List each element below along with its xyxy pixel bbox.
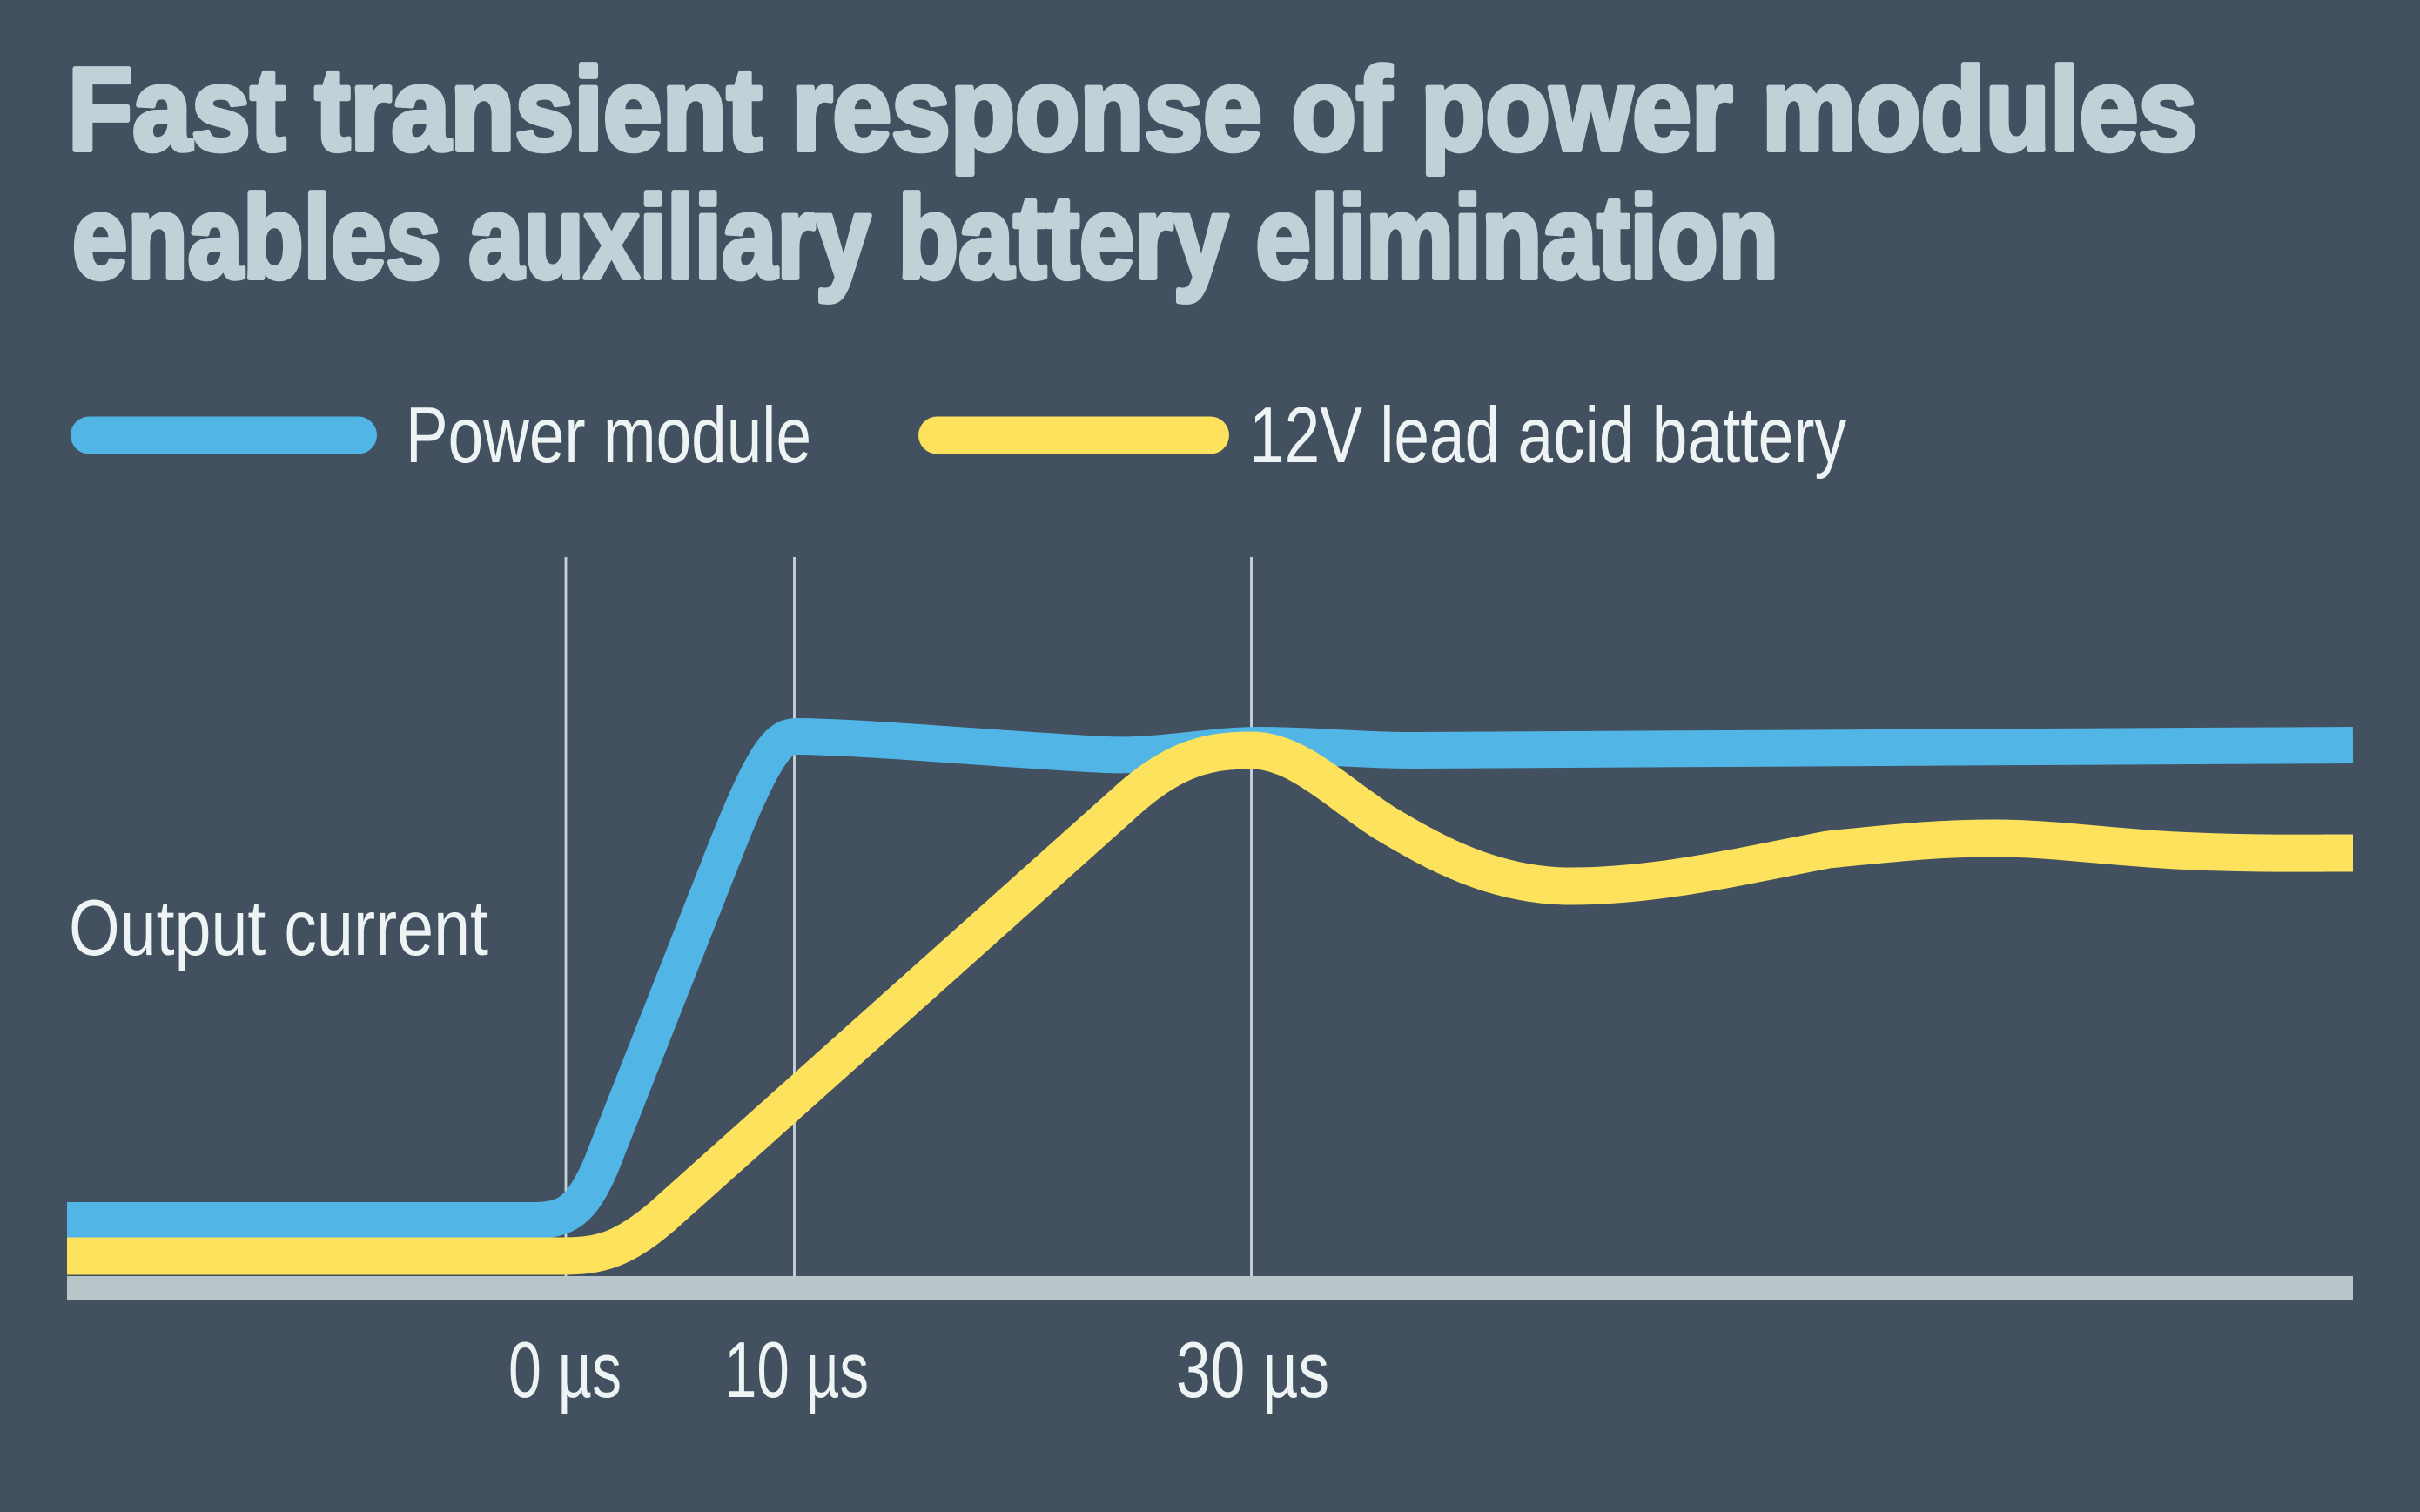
svg-text:10 µs: 10 µs [724, 1327, 869, 1415]
svg-text:enables auxiliary battery elim: enables auxiliary battery elimination [72, 171, 1778, 303]
svg-text:30 µs: 30 µs [1176, 1327, 1329, 1415]
svg-text:Power module: Power module [406, 392, 811, 480]
svg-text:Output current: Output current [69, 884, 488, 972]
svg-text:0 µs: 0 µs [508, 1327, 622, 1415]
svg-text:Fast transient response of pow: Fast transient response of power modules [68, 44, 2197, 175]
svg-text:12V lead acid battery: 12V lead acid battery [1249, 392, 1846, 480]
